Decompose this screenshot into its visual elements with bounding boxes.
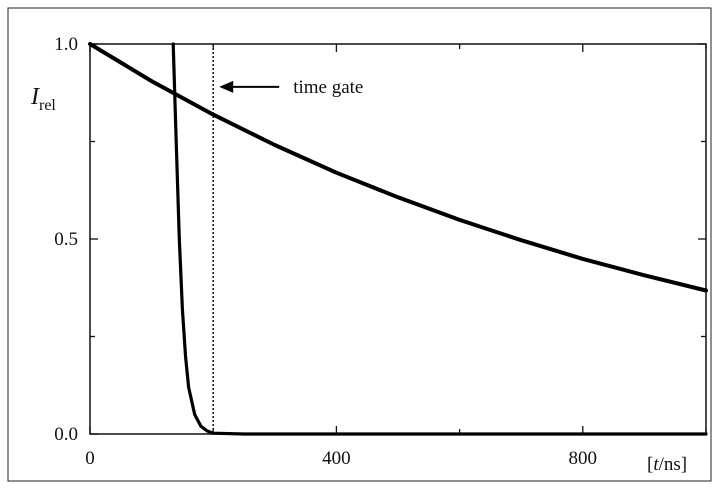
series-lines [88, 42, 708, 436]
series-line-2 [171, 42, 708, 436]
time-gate-arrowhead [219, 80, 234, 93]
y-axis-label-sub: rel [39, 97, 56, 114]
y-tick-label: 0.0 [54, 424, 78, 445]
tick-labels: 0 400 800 0.0 0.5 1.0 [54, 34, 597, 469]
x-tick-label: 400 [322, 448, 351, 469]
x-axis-label: [t/ns] [647, 454, 687, 475]
y-axis-label: Irel [30, 84, 56, 114]
x-tick-label: 800 [569, 448, 598, 469]
y-axis-label-main: I [30, 84, 40, 110]
annotations: time gate [212, 44, 363, 434]
figure-border [7, 7, 712, 482]
x-axis-label-prefix: [ [647, 454, 653, 475]
series-line-1 [88, 42, 708, 293]
x-axis-label-suffix: /ns] [659, 454, 688, 475]
x-tick-label: 0 [85, 448, 95, 469]
time-gate-label: time gate [293, 77, 363, 98]
x-axis-label-var: t [653, 454, 659, 475]
y-tick-label: 0.5 [54, 229, 78, 250]
y-tick-label: 1.0 [54, 34, 78, 55]
